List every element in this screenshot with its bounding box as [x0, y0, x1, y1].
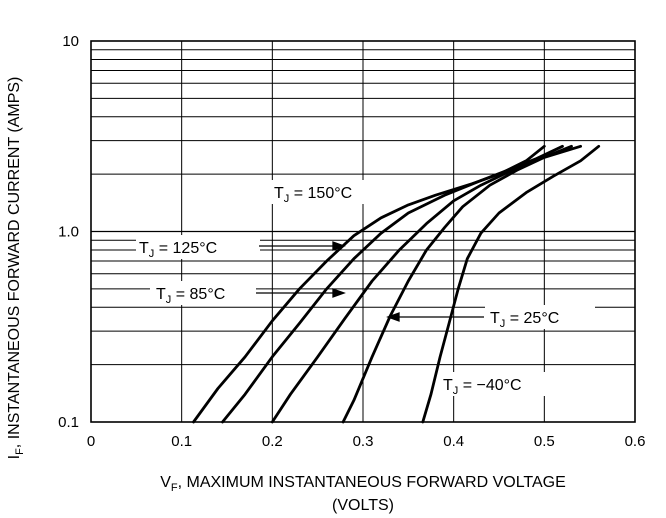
y-axis-label-main: I	[6, 455, 23, 459]
annotation-bg-m40	[439, 372, 555, 396]
annotation-tj-85: TJ = 85°C	[156, 286, 225, 306]
annotation-tj-minus40-main: T	[443, 377, 453, 394]
annotation-tj-150-sub: J	[284, 193, 290, 205]
annotation-tj-85-rest: = 85°C	[171, 286, 225, 303]
annotation-bg-150	[268, 180, 386, 204]
annotation-tj-125-main: T	[139, 240, 149, 257]
annotation-tj-125-rest: = 125°C	[154, 240, 217, 257]
grid-lines	[91, 41, 635, 422]
x-tick-label: 0.2	[262, 433, 283, 450]
x-tick-label: 0.5	[534, 433, 555, 450]
y-tick-label: 1.0	[58, 224, 79, 241]
arrowhead-25	[386, 312, 400, 322]
x-tick-label: 0	[87, 433, 95, 450]
annotation-tj-25-main: T	[490, 310, 500, 327]
series-curve-4	[421, 144, 601, 424]
series-curve-2	[270, 144, 573, 424]
annotation-tj-minus40-rest: = −40°C	[458, 377, 521, 394]
x-axis-label-sub: F	[171, 482, 178, 494]
annotation-tj-25-rest: = 25°C	[505, 310, 559, 327]
annotation-bg-85	[150, 281, 256, 305]
annotation-tj-150-rest: = 150°C	[289, 185, 352, 202]
series-curve-3	[341, 144, 582, 424]
y-tick-label: 0.1	[58, 414, 79, 431]
x-tick-label: 0.4	[443, 433, 464, 450]
annotation-tj-minus40-sub: J	[453, 385, 459, 397]
arrowhead-125	[332, 241, 346, 251]
x-tick-label: 0.1	[171, 433, 192, 450]
annotation-tj-150: TJ = 150°C	[274, 185, 352, 205]
x-axis-label-main: V	[160, 474, 171, 491]
x-axis-label-line2: (VOLTS)	[332, 497, 394, 514]
x-axis-label-rest: , MAXIMUM INSTANTANEOUS FORWARD VOLTAGE	[178, 474, 566, 491]
arrowhead-85	[332, 288, 346, 298]
annotation-tj-125-sub: J	[149, 248, 155, 260]
series-curve-1	[221, 144, 564, 424]
annotation-tj-25: TJ = 25°C	[490, 310, 559, 330]
x-tick-label: 0.6	[625, 433, 646, 450]
x-tick-label: 0.3	[353, 433, 374, 450]
y-tick-label: 10	[62, 33, 79, 50]
series-curves	[192, 144, 601, 424]
annotation-leaders	[256, 241, 484, 322]
annotation-tj-minus40: TJ = −40°C	[443, 377, 522, 397]
plot-frame	[90, 40, 636, 423]
annotation-tj-150-main: T	[274, 185, 284, 202]
annotation-bg-25	[485, 305, 595, 329]
x-axis-label: VF, MAXIMUM INSTANTANEOUS FORWARD VOLTAG…	[160, 474, 566, 494]
annotation-tj-85-sub: J	[166, 294, 172, 306]
annotation-tj-85-main: T	[156, 286, 166, 303]
y-axis-label-rest: , INSTANTANEOUS FORWARD CURRENT (AMPS)	[6, 77, 23, 449]
annotation-tj-125: TJ = 125°C	[139, 240, 217, 260]
annotation-bg-125	[136, 235, 260, 259]
annotation-tj-25-sub: J	[500, 318, 506, 330]
y-axis-label-sub: F	[14, 448, 26, 455]
y-axis-label: IF, INSTANTANEOUS FORWARD CURRENT (AMPS)	[6, 77, 26, 460]
tick-labels: 0 0.1 0.2 0.3 0.4 0.5 0.6 0.1 1.0 10	[58, 33, 645, 450]
